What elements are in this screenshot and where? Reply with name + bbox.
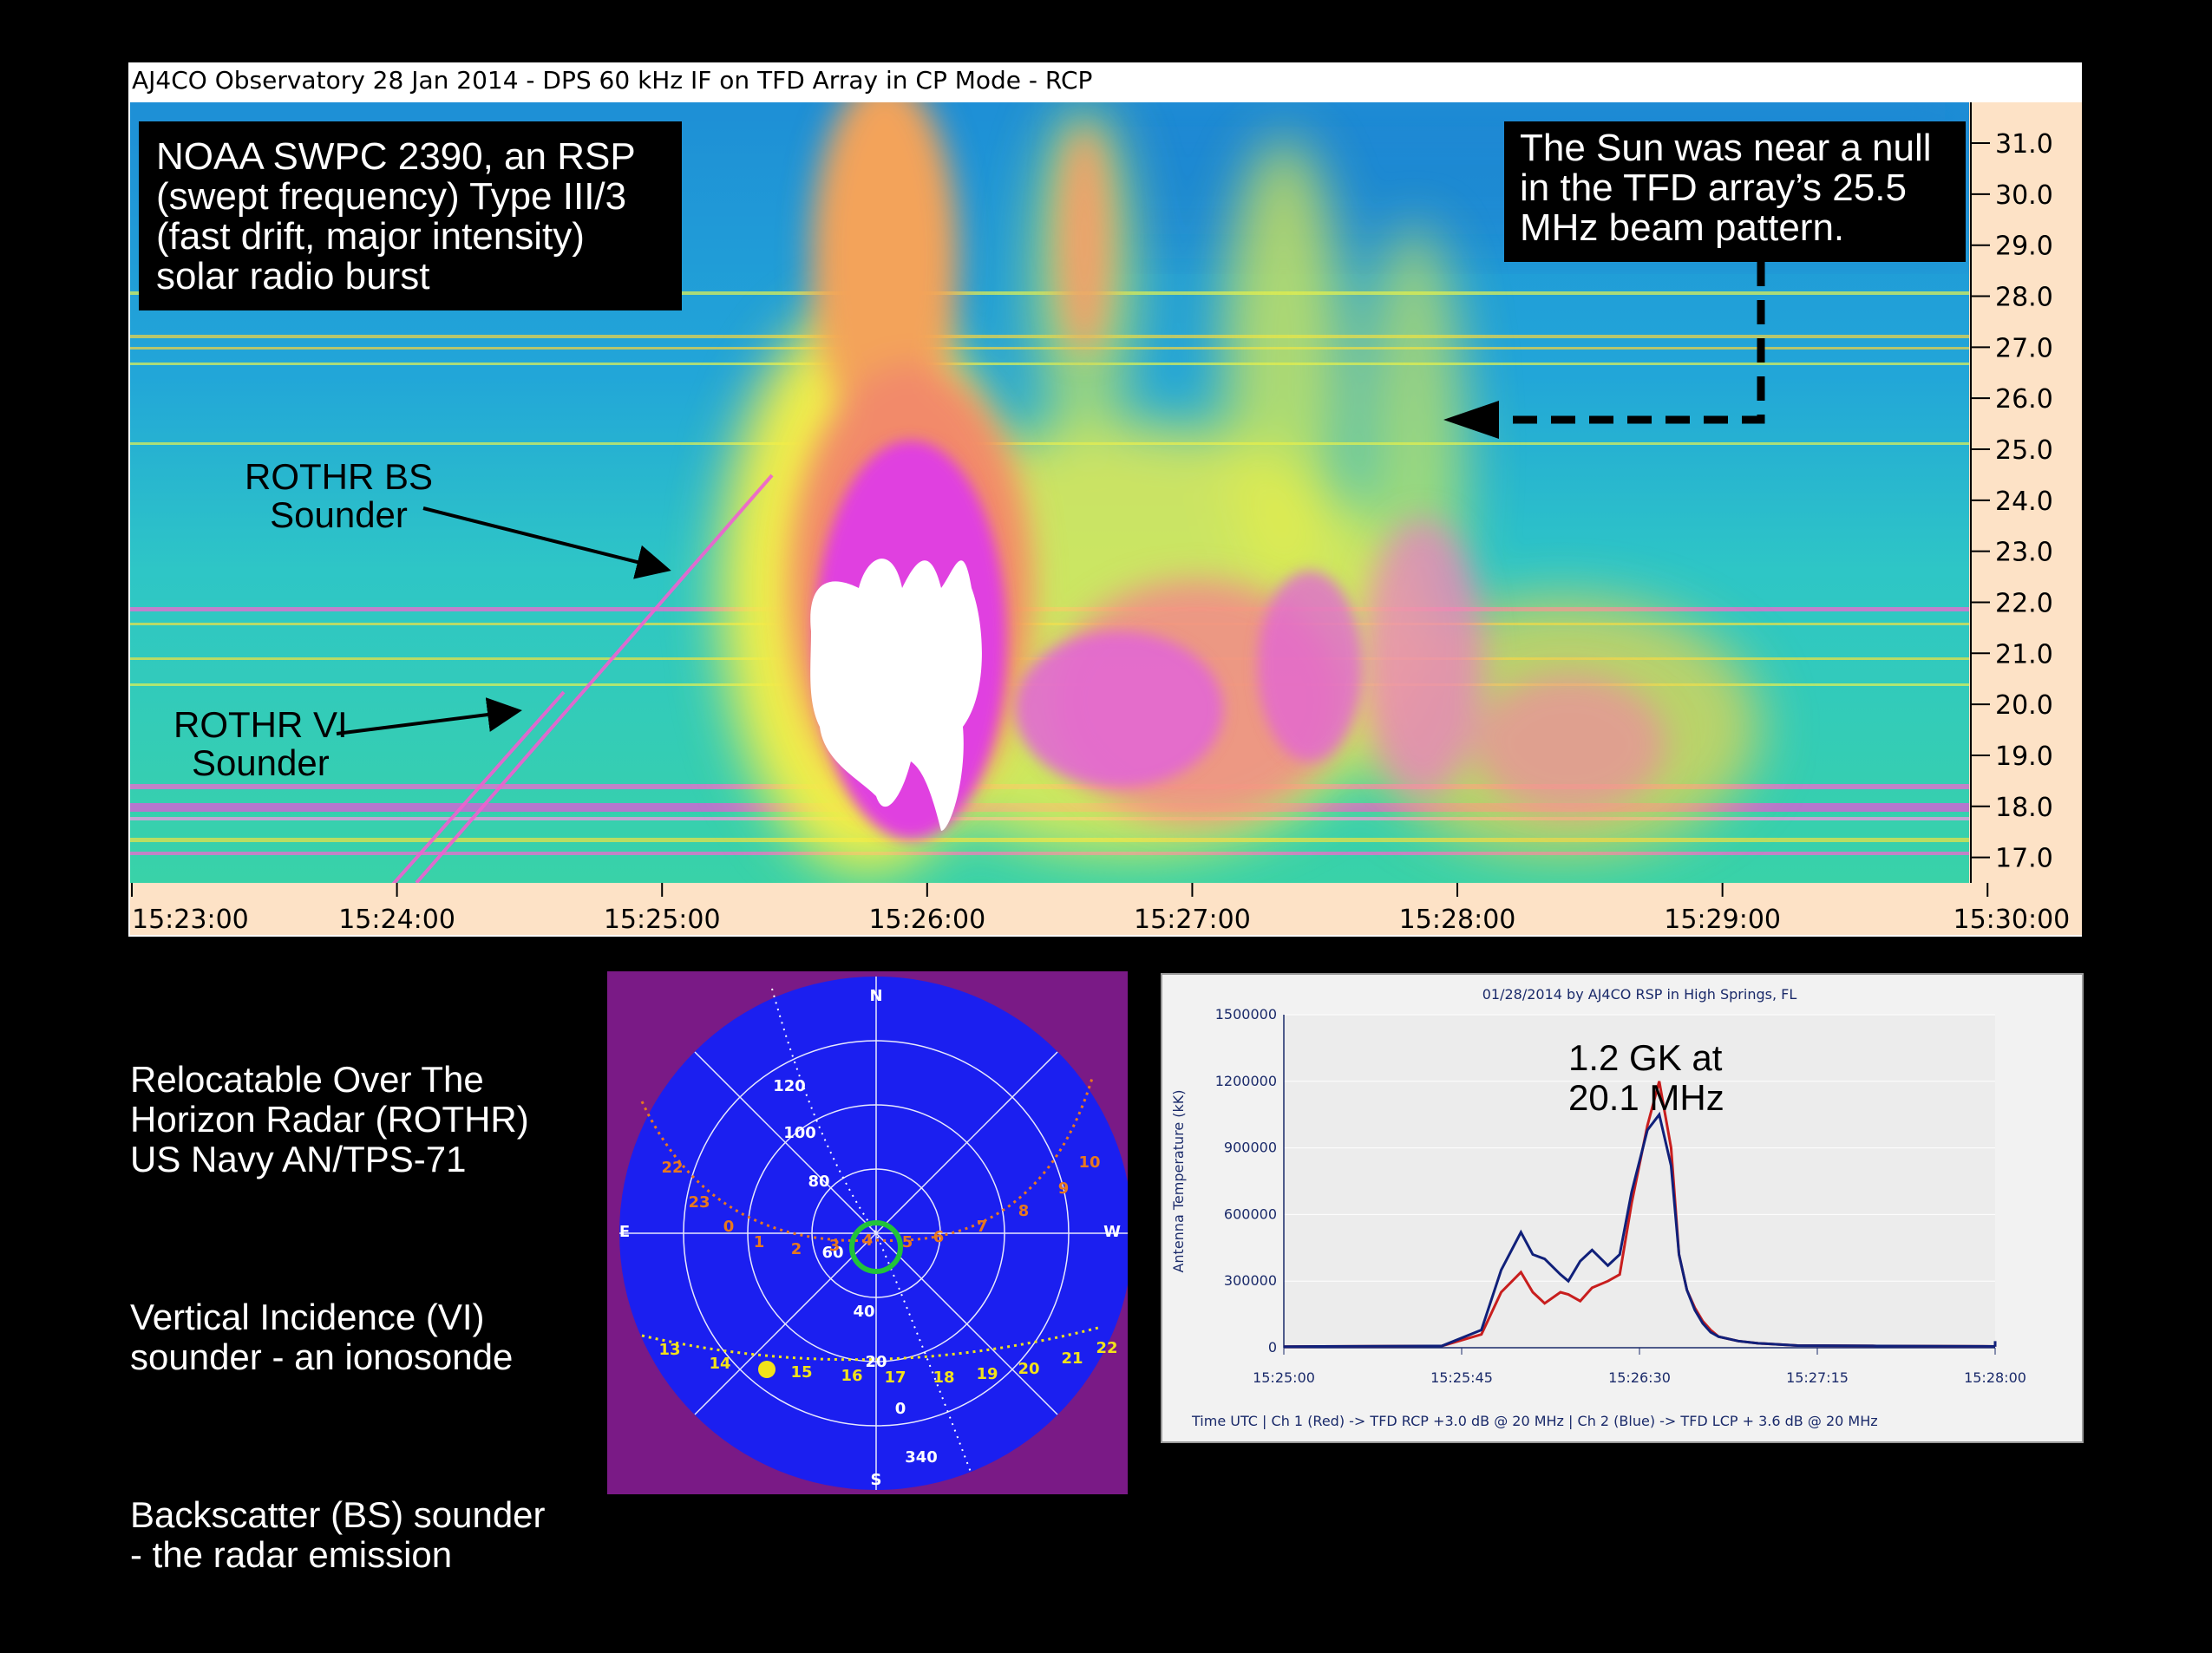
annotation-arrows xyxy=(336,262,1765,735)
freq-tick-label: 24.0 xyxy=(1995,487,2053,517)
rsp-x-tick-label: 15:28:00 xyxy=(1964,1369,2026,1386)
rsp-y-tick-label: 900000 xyxy=(1224,1140,1277,1156)
freq-tick-label: 23.0 xyxy=(1995,538,2053,568)
frequency-axis: 31.0 30.0 29.0 28.0 27.0 26.0 25.0 24.0 23.0 22.0… xyxy=(1969,102,2082,883)
freq-tick-label: 22.0 xyxy=(1995,588,2053,618)
rsp-y-tick-label: 600000 xyxy=(1224,1205,1277,1222)
freq-tick-label: 27.0 xyxy=(1995,333,2053,363)
freq-tick-label: 29.0 xyxy=(1995,232,2053,262)
time-tick-label: 15:25:00 xyxy=(604,905,721,935)
compass-w: W xyxy=(1103,1223,1121,1241)
upper-path-hour-label: 5 xyxy=(902,1233,913,1251)
upper-path-hour-label: 22 xyxy=(661,1159,683,1177)
lower-path-hour-label: 22 xyxy=(1096,1339,1117,1357)
freq-tick-label: 18.0 xyxy=(1995,793,2053,823)
legend-text: Relocatable Over The Horizon Radar (ROTH… xyxy=(130,980,546,1653)
freq-tick-label: 30.0 xyxy=(1995,180,2053,211)
vi-pointer-arrow xyxy=(336,697,522,735)
rsp-chart-panel: 01/28/2014 by AJ4CO RSP in High Springs,… xyxy=(1161,973,2084,1443)
rsp-y-tick-label: 300000 xyxy=(1224,1272,1277,1289)
time-tick-label: 15:24:00 xyxy=(338,905,455,935)
rsp-y-tick-label: 1500000 xyxy=(1215,1006,1277,1023)
upper-path-hour-label: 1 xyxy=(754,1233,765,1251)
sun-null-note-box: The Sun was near a null in the TFD array… xyxy=(1504,121,1966,262)
altitude-label: 100 xyxy=(783,1124,816,1142)
rsp-y-tick-label: 0 xyxy=(1268,1339,1277,1356)
rothr-vi-label: ROTHR VI Sounder xyxy=(173,704,348,783)
compass-s: S xyxy=(871,1471,882,1489)
burst-description-box: NOAA SWPC 2390, an RSP (swept frequency)… xyxy=(139,121,682,310)
legend-vi: Vertical Incidence (VI) sounder - an ion… xyxy=(130,1297,514,1377)
upper-path-hour-label: 4 xyxy=(862,1232,874,1250)
rsp-series-blue xyxy=(1283,1111,1997,1349)
altitude-label: 20 xyxy=(865,1353,887,1371)
rsp-annotation: 1.2 GK at xyxy=(1568,1037,1723,1078)
time-tick-label: 15:27:00 xyxy=(1134,905,1251,935)
time-tick-label: 15:29:00 xyxy=(1664,905,1781,935)
rsp-x-tick-label: 15:27:15 xyxy=(1786,1369,1849,1386)
altitude-label: 0 xyxy=(895,1400,906,1418)
rsp-annotation: 20.1 MHz xyxy=(1568,1077,1724,1118)
rsp-x-tick-label: 15:25:00 xyxy=(1253,1369,1315,1386)
compass-n: N xyxy=(869,987,882,1005)
lower-path-hour-label: 17 xyxy=(884,1369,906,1387)
upper-sun-path xyxy=(640,1075,1095,1243)
rsp-footer: Time UTC | Ch 1 (Red) -> TFD RCP +3.0 dB… xyxy=(1191,1413,1878,1429)
lower-path-hour-label: 19 xyxy=(976,1365,998,1383)
lower-path-hour-label: 14 xyxy=(709,1355,730,1373)
lower-path-hour-label: 15 xyxy=(790,1363,812,1382)
time-tick-label: 15:30:00 xyxy=(1953,905,2071,935)
upper-path-hour-label: 8 xyxy=(1018,1202,1030,1220)
freq-tick-label: 21.0 xyxy=(1995,639,2053,670)
freq-tick-label: 17.0 xyxy=(1995,844,2053,874)
altitude-label: 60 xyxy=(821,1244,843,1262)
freq-tick-label: 20.0 xyxy=(1995,690,2053,721)
rothr-bs-label: ROTHR BS Sounder xyxy=(245,456,434,535)
lower-path-hour-label: 13 xyxy=(658,1341,680,1359)
freq-tick-label: 19.0 xyxy=(1995,742,2053,772)
freq-tick-label: 31.0 xyxy=(1995,129,2053,160)
freq-tick-label: 25.0 xyxy=(1995,435,2053,466)
altitude-label: 340 xyxy=(905,1448,938,1467)
upper-path-hour-label: 2 xyxy=(791,1240,802,1258)
lower-path-hour-label: 21 xyxy=(1061,1349,1083,1368)
sun-marker xyxy=(758,1361,776,1378)
rsp-title: 01/28/2014 by AJ4CO RSP in High Springs,… xyxy=(1482,986,1797,1003)
time-tick-label: 15:23:00 xyxy=(132,905,249,935)
legend-rothr: Relocatable Over The Horizon Radar (ROTH… xyxy=(130,1059,529,1179)
lower-path-hour-label: 20 xyxy=(1018,1360,1039,1378)
rsp-x-tick-label: 15:26:30 xyxy=(1608,1369,1671,1386)
rsp-x-tick-label: 15:25:45 xyxy=(1430,1369,1493,1386)
upper-path-hour-label: 23 xyxy=(688,1193,710,1212)
altitude-label: 80 xyxy=(808,1173,829,1191)
time-tick-label: 15:28:00 xyxy=(1399,905,1516,935)
rsp-y-label: Antenna Temperature (kK) xyxy=(1170,1089,1187,1272)
time-axis: 15:23:00 15:24:00 15:25:00 15:26:00 15:27:00… xyxy=(130,883,2082,935)
altitude-label: 120 xyxy=(773,1077,806,1095)
upper-path-hour-label: 6 xyxy=(933,1228,945,1246)
sky-chart: N S E W 120 100 80 60 40 20 0 340 22 23 0 1 2 3 4 5 6 7 8 9 10 13… xyxy=(607,971,1133,1494)
bs-pointer-arrow xyxy=(422,506,671,579)
upper-path-hour-label: 10 xyxy=(1078,1153,1100,1172)
lower-path-hour-label: 18 xyxy=(933,1369,954,1387)
rsp-y-tick-label: 1200000 xyxy=(1215,1073,1277,1089)
compass-e: E xyxy=(619,1223,630,1241)
lower-path-hour-label: 16 xyxy=(841,1367,862,1385)
lower-sun-path xyxy=(641,1325,1103,1362)
spectrogram-title: AJ4CO Observatory 28 Jan 2014 - DPS 60 k… xyxy=(132,66,1093,95)
time-tick-label: 15:26:00 xyxy=(868,905,985,935)
freq-tick-label: 28.0 xyxy=(1995,283,2053,313)
upper-path-hour-label: 7 xyxy=(977,1218,988,1236)
upper-path-hour-label: 9 xyxy=(1058,1179,1070,1198)
zenith-ring xyxy=(849,1220,903,1274)
rsp-plot-area xyxy=(1284,1015,1995,1348)
sun-null-dashed-arrow xyxy=(1475,262,1765,424)
legend-bs: Backscatter (BS) sounder - the radar emi… xyxy=(130,1494,546,1575)
upper-path-hour-label: 3 xyxy=(829,1237,841,1255)
altitude-label: 40 xyxy=(853,1303,874,1321)
freq-tick-label: 26.0 xyxy=(1995,384,2053,415)
upper-path-hour-label: 0 xyxy=(723,1218,735,1236)
